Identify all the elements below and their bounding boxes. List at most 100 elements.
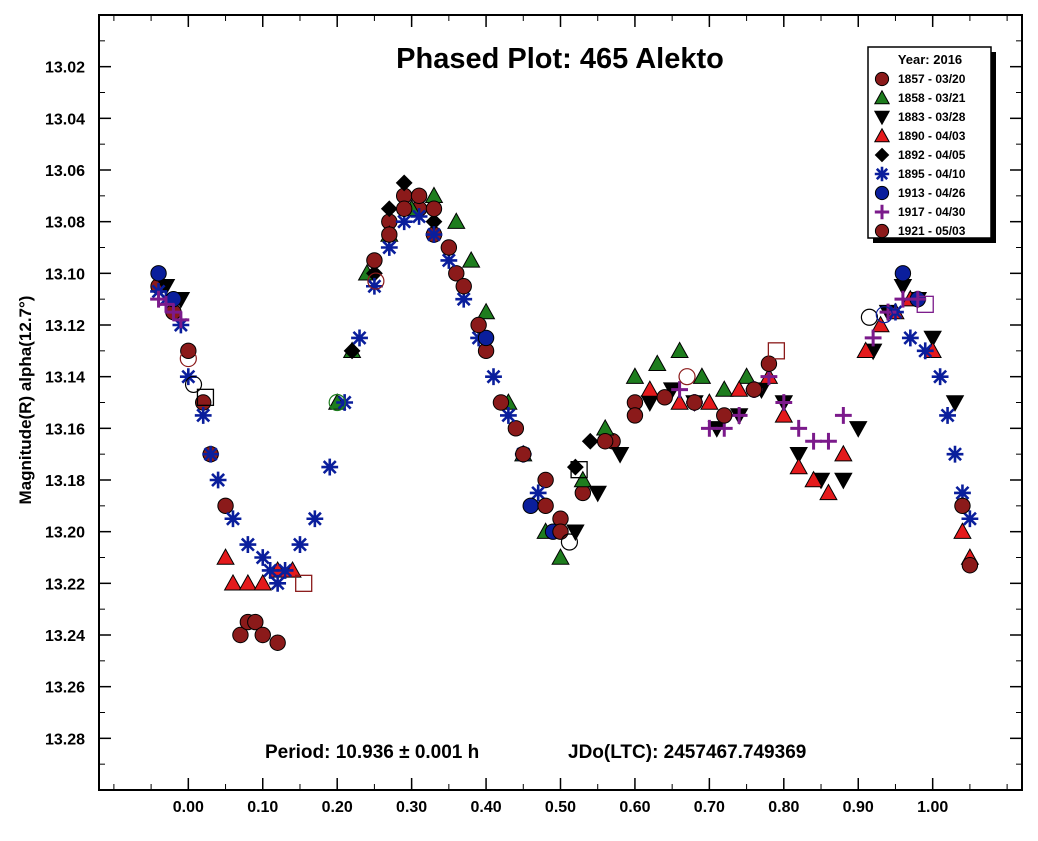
data-point xyxy=(923,330,942,348)
legend-marker-triangle-up xyxy=(873,89,891,105)
legend-marker-plus xyxy=(874,204,890,220)
data-point xyxy=(492,394,510,411)
legend-marker-triangle-up xyxy=(873,127,891,143)
data-point xyxy=(223,573,243,591)
data-point xyxy=(729,380,749,397)
data-point xyxy=(217,497,234,515)
y-tick-label: 13.22 xyxy=(45,576,85,593)
data-point xyxy=(648,354,667,371)
data-point xyxy=(894,265,912,282)
x-tick-label: 0.40 xyxy=(470,799,501,816)
data-point xyxy=(700,419,718,437)
data-point xyxy=(515,445,532,463)
legend-title: Year: 2016 xyxy=(898,52,962,67)
data-point xyxy=(939,407,956,424)
legend-label: 1895 - 04/10 xyxy=(898,167,966,181)
data-point xyxy=(239,536,257,553)
data-point xyxy=(269,574,287,592)
x-axis-ticks: 0.00 0.10 0.20 0.30 0.40 0.50 0.60 0.70 0.80 0.90… xyxy=(113,15,1008,816)
data-point xyxy=(894,290,912,308)
data-point xyxy=(573,470,593,488)
data-point xyxy=(745,381,763,398)
x-tick-label: 1.00 xyxy=(917,799,948,816)
data-point xyxy=(477,329,495,347)
data-points xyxy=(150,174,980,651)
x-tick-label: 0.80 xyxy=(768,799,799,816)
data-point xyxy=(254,626,271,644)
data-point xyxy=(581,432,599,450)
period-annotation: Period: 10.936 ± 0.001 h xyxy=(265,742,479,763)
x-tick-label: 0.30 xyxy=(396,799,427,816)
y-axis-label: Magnitude(R) alpha(12.7°) xyxy=(16,296,35,505)
y-tick-label: 13.12 xyxy=(45,318,85,335)
data-point xyxy=(351,329,368,347)
data-point xyxy=(730,407,748,424)
data-point xyxy=(410,187,428,205)
data-point xyxy=(566,524,585,542)
x-tick-label: 0.50 xyxy=(545,799,576,816)
data-point xyxy=(946,445,964,463)
data-point xyxy=(656,389,673,406)
data-point xyxy=(551,548,570,565)
data-point xyxy=(774,405,794,423)
data-point xyxy=(670,341,689,359)
data-point xyxy=(626,407,644,424)
open-square-marker xyxy=(767,342,786,360)
data-point xyxy=(410,208,428,225)
legend-marker-asterisk xyxy=(874,166,890,182)
open-circle-marker xyxy=(560,533,579,551)
y-axis-ticks: 13.02 13.04 13.06 13.08 13.10 13.12 13.14 13.16… xyxy=(45,40,1022,765)
data-point xyxy=(692,367,712,384)
data-point xyxy=(716,407,733,424)
data-point xyxy=(448,265,465,282)
data-point xyxy=(864,329,882,347)
legend-label: 1892 - 04/05 xyxy=(898,148,966,162)
data-point xyxy=(775,394,793,411)
data-point xyxy=(961,557,979,574)
legend-entry: 1913 - 04/26 xyxy=(874,185,966,201)
data-point xyxy=(574,484,592,502)
legend-label: 1921 - 05/03 xyxy=(898,224,966,238)
y-tick-label: 13.10 xyxy=(45,266,85,283)
epoch-annotation: JDo(LTC): 2457467.749369 xyxy=(568,742,806,763)
data-point xyxy=(485,368,502,386)
data-point xyxy=(686,394,703,411)
legend-entry: 1917 - 04/30 xyxy=(874,204,966,220)
legend-entry: 1892 - 04/05 xyxy=(874,147,966,163)
data-point xyxy=(291,536,309,553)
data-point xyxy=(834,407,852,424)
data-point xyxy=(366,277,383,295)
y-tick-label: 13.04 xyxy=(45,111,85,128)
data-point xyxy=(343,342,361,360)
legend-marker-triangle-down xyxy=(873,110,891,126)
y-tick-label: 13.20 xyxy=(45,525,85,542)
data-point xyxy=(640,380,660,397)
data-point xyxy=(715,380,734,397)
data-point xyxy=(247,613,264,631)
open-circle-marker xyxy=(328,393,346,412)
data-point xyxy=(381,226,398,243)
data-point xyxy=(596,433,614,450)
x-tick-label: 0.70 xyxy=(694,799,725,816)
data-point xyxy=(425,200,443,217)
data-point xyxy=(916,342,934,360)
open-square-marker xyxy=(196,388,215,406)
data-point xyxy=(625,367,645,384)
data-point xyxy=(670,393,689,410)
data-point xyxy=(901,329,919,347)
data-point xyxy=(805,432,822,450)
open-circle-marker xyxy=(184,375,203,394)
data-point xyxy=(366,252,383,269)
data-point xyxy=(395,213,413,231)
data-point xyxy=(820,432,837,450)
y-tick-label: 13.16 xyxy=(45,421,85,438)
legend-marker-circle xyxy=(874,223,890,239)
data-point xyxy=(961,510,979,528)
data-point xyxy=(931,368,949,386)
data-point xyxy=(789,457,808,475)
open-markers xyxy=(179,272,934,592)
data-point xyxy=(455,290,473,308)
data-point xyxy=(461,250,481,268)
open-square-marker xyxy=(916,295,934,313)
data-point xyxy=(856,341,875,359)
